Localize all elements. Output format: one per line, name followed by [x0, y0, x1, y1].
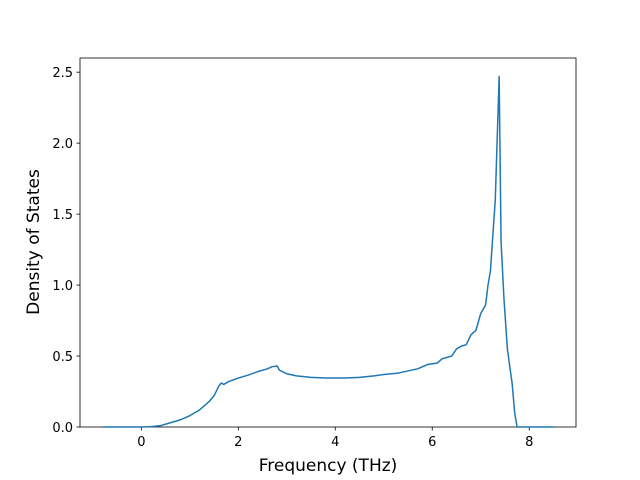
y-tick-label: 1.5 — [52, 208, 73, 223]
x-tick-label: 0 — [137, 435, 145, 450]
x-axis-label: Frequency (THz) — [259, 456, 398, 476]
x-tick-label: 8 — [525, 435, 533, 450]
x-tick-label: 4 — [331, 435, 339, 450]
plot-frame — [79, 57, 577, 428]
y-tick-label: 0.0 — [52, 421, 73, 436]
y-tick-label: 2.5 — [52, 66, 73, 81]
x-tick-label: 2 — [234, 435, 242, 450]
y-tick-label: 1.0 — [52, 279, 73, 294]
x-tick-label: 6 — [428, 435, 436, 450]
y-tick-label: 0.5 — [52, 350, 73, 365]
y-axis-label: Density of States — [24, 169, 44, 315]
y-tick-label: 2.0 — [52, 137, 73, 152]
line — [102, 75, 554, 428]
